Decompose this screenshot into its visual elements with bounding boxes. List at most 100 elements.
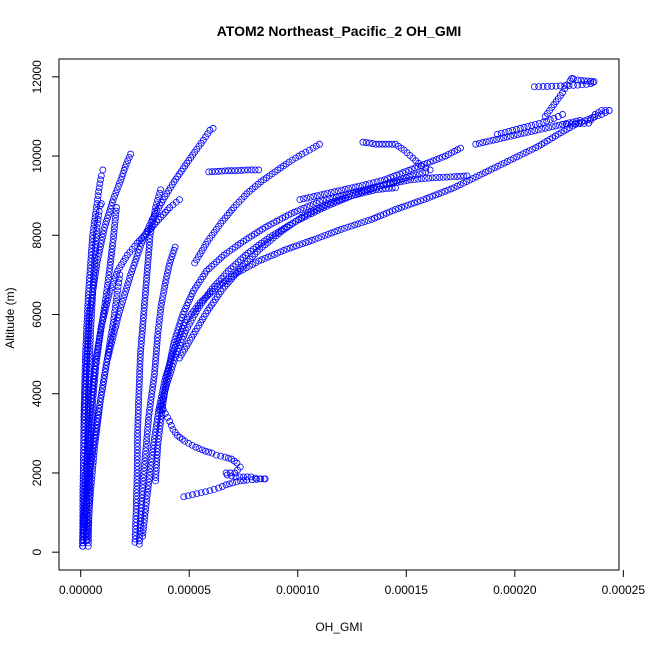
data-point [79,523,87,531]
data-point [404,201,412,209]
data-point [137,517,144,525]
y-tick-label: 10000 [30,139,44,173]
data-point [108,284,115,292]
data-point [85,314,93,322]
data-point [138,235,145,242]
data-point [548,82,556,90]
data-point [82,347,90,355]
data-point [160,392,168,400]
data-point [105,211,112,219]
data-point [169,341,177,349]
data-point [167,369,174,376]
data-point [221,167,229,175]
data-point [419,169,426,177]
data-point [152,357,159,365]
data-point [94,342,102,350]
data-point [598,107,606,114]
data-point [438,153,446,161]
data-point [180,493,188,501]
data-point [510,132,518,139]
data-point [443,173,451,181]
data-point [531,127,539,135]
data-point [361,187,368,195]
data-point [90,375,97,383]
data-point [81,497,88,505]
data-point [94,216,102,223]
data-point [295,152,303,160]
data-point [90,278,98,286]
data-point [81,396,89,404]
data-point [141,512,149,520]
data-point [137,511,145,518]
data-point [134,443,141,450]
data-point [86,414,94,422]
data-point [147,458,155,466]
data-point [93,230,100,238]
data-point [302,148,310,156]
data-point [157,186,164,194]
data-point [205,265,213,273]
data-point [144,420,152,428]
data-point [112,207,120,215]
data-point [143,495,151,503]
data-point [108,336,116,344]
data-point [83,350,91,358]
data-point [532,144,539,152]
data-point [109,333,117,341]
data-point [85,492,93,500]
data-point [507,156,514,164]
data-point [164,269,171,277]
data-point [513,125,520,133]
data-point [469,175,477,182]
data-point [412,171,420,179]
data-point [132,255,140,263]
data-point [584,77,591,85]
data-point [591,111,599,118]
data-point [151,367,159,375]
data-point [396,170,404,178]
data-point [222,270,230,277]
data-point [385,185,393,192]
data-point [83,330,90,338]
data-point [152,350,160,358]
data-point [234,258,242,266]
data-point [135,246,143,253]
data-point [151,363,159,371]
data-point [534,126,542,134]
data-point [108,339,115,347]
data-point [142,284,150,292]
data-point [139,487,146,495]
data-point [355,182,363,190]
data-point [173,329,181,337]
flight-profile-14 [191,140,323,267]
data-point [324,230,332,238]
data-point [241,260,249,268]
data-point [93,200,101,207]
data-point [407,200,415,208]
data-point [516,151,524,159]
data-point [137,514,145,522]
data-point [311,235,319,243]
data-point [328,199,335,206]
data-point [218,167,226,175]
data-point [89,235,96,242]
data-point [428,174,436,182]
data-point [570,75,577,83]
data-point [90,448,98,456]
data-point [110,311,118,319]
data-point [82,477,89,485]
data-point [176,341,184,349]
data-point [98,319,106,327]
data-point [436,174,443,181]
data-point [294,207,301,215]
data-point [93,418,101,425]
data-point [132,519,140,526]
data-point [439,173,447,181]
data-point [85,324,93,332]
data-point [136,370,144,378]
data-point [134,413,142,421]
data-point [577,76,585,84]
flight-profile-10 [139,107,613,540]
data-point [153,461,160,469]
data-point [507,132,514,140]
